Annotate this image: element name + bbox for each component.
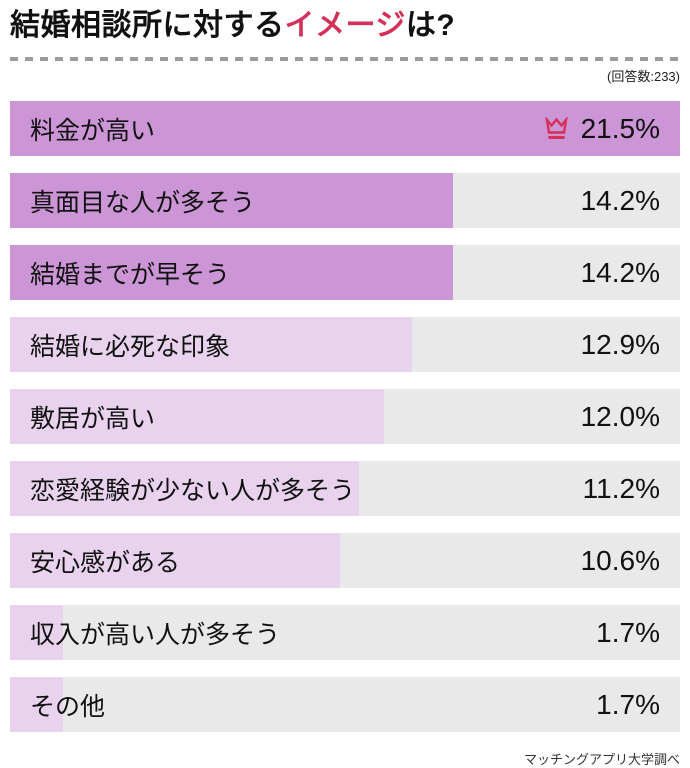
bar-label: 真面目な人が多そう [30,188,256,217]
bar-label: 恋愛経験が少ない人が多そう [30,476,356,505]
bar-row: 結婚までが早そう 14.2% [10,245,680,300]
bar-label: 敷居が高い [30,404,156,433]
bar-row-content: 収入が高い人が多そう 1.7% [10,605,680,660]
infographic-page: 結婚相談所に対するイメージは? (回答数:233) 料金が高い 21.5% 真面目な… [0,6,690,768]
bar-row: 安心感がある 10.6% [10,533,680,588]
bar-label: 料金が高い [30,116,156,145]
bar-fill [10,245,453,300]
bar-value: 14.2% [580,256,660,288]
bar-row-content: 真面目な人が多そう 14.2% [10,173,680,228]
bar-fill [10,605,63,660]
bar-row: 敷居が高い 12.0% [10,389,680,444]
bar-value: 14.2% [580,184,660,216]
bar-fill [10,461,360,516]
bar-row-content: 結婚までが早そう 14.2% [10,245,680,300]
bar-fill [10,677,63,732]
bar-row-content: 敷居が高い 12.0% [10,389,680,444]
bar-row: 真面目な人が多そう 14.2% [10,173,680,228]
bar-row-content: 結婚に必死な印象 12.9% [10,317,680,372]
page-title: 結婚相談所に対するイメージは? [10,6,680,45]
source-credit: マッチングアプリ大学調べ [523,752,680,767]
bar-row: 結婚に必死な印象 12.9% [10,317,680,372]
bar-row-content: 安心感がある 10.6% [10,533,680,588]
bar-value: 12.0% [580,400,660,432]
bar-row: その他 1.7% [10,677,680,732]
bar-value: 11.2% [582,472,660,504]
bar-row: 収入が高い人が多そう 1.7% [10,605,680,660]
bar-value: 1.7% [596,688,660,720]
bar-row: 料金が高い 21.5% [10,101,680,156]
title-segment-1: 結婚相談所に対する [10,9,285,42]
bar-fill [10,101,680,156]
bar-label: その他 [30,692,106,721]
bar-fill [10,317,412,372]
bar-row-content: 料金が高い 21.5% [10,101,680,156]
bar-row-content: その他 1.7% [10,677,680,732]
bar-label: 結婚までが早そう [30,260,231,289]
bar-fill [10,533,341,588]
title-highlight: イメージ [284,9,406,42]
bar-value: 12.9% [580,328,660,360]
crown-icon [544,116,568,139]
bar-label: 安心感がある [30,548,181,577]
bar-row-content: 恋愛経験が少ない人が多そう 11.2% [10,461,680,516]
title-segment-2: は? [405,9,456,42]
bar-value: 21.5% [580,112,660,144]
bar-row: 恋愛経験が少ない人が多そう 11.2% [10,461,680,516]
bar-fill [10,389,384,444]
bar-value: 10.6% [580,544,660,576]
response-count: (回答数:233) [607,69,680,84]
bar-label: 収入が高い人が多そう [30,620,281,649]
dashed-divider [10,57,680,61]
bar-label: 結婚に必死な印象 [30,332,231,361]
bar-fill [10,173,453,228]
bar-value: 1.7% [596,616,660,648]
bar-chart: 料金が高い 21.5% 真面目な人が多そう 14.2% 結婚までが早そう 14.2% 結婚に… [10,101,680,732]
